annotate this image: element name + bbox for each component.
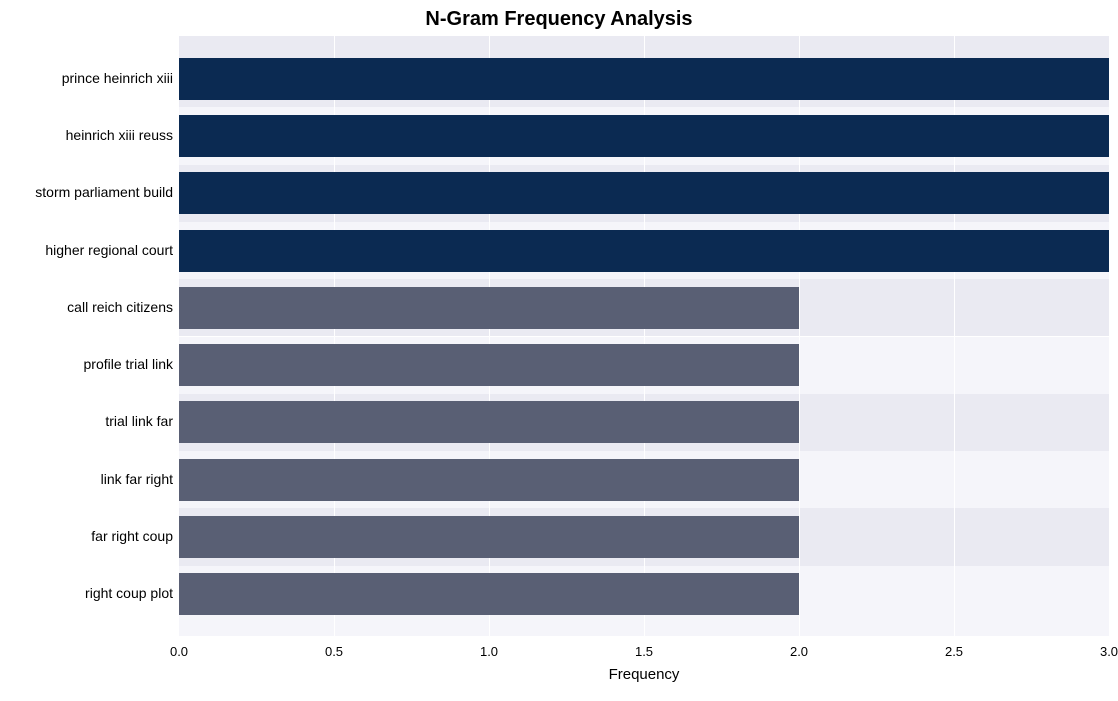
x-tick-label: 0.5 [325, 644, 343, 659]
y-tick-label: prince heinrich xiii [62, 70, 179, 86]
x-axis-label: Frequency [609, 666, 680, 683]
y-tick-label: call reich citizens [67, 299, 179, 315]
bar [179, 401, 799, 443]
x-tick-label: 2.0 [790, 644, 808, 659]
x-tick-label: 1.0 [480, 644, 498, 659]
bar [179, 459, 799, 501]
chart-title: N-Gram Frequency Analysis [0, 8, 1118, 31]
x-tick-label: 3.0 [1100, 644, 1118, 659]
bar [179, 516, 799, 558]
y-tick-label: higher regional court [45, 242, 179, 258]
bar [179, 172, 1109, 214]
ngram-chart: N-Gram Frequency Analysis 0.00.51.01.52.… [0, 0, 1118, 701]
bar [179, 287, 799, 329]
bar [179, 573, 799, 615]
x-tick-label: 2.5 [945, 644, 963, 659]
x-tick-label: 1.5 [635, 644, 653, 659]
bar [179, 115, 1109, 157]
x-tick-label: 0.0 [170, 644, 188, 659]
y-tick-label: far right coup [91, 528, 179, 544]
y-tick-label: heinrich xiii reuss [66, 127, 179, 143]
y-tick-label: storm parliament build [35, 184, 179, 200]
plot-area: 0.00.51.01.52.02.53.0prince heinrich xii… [179, 36, 1109, 636]
y-tick-label: link far right [101, 471, 179, 487]
bar [179, 344, 799, 386]
y-tick-label: trial link far [105, 413, 179, 429]
y-tick-label: profile trial link [84, 356, 179, 372]
y-tick-label: right coup plot [85, 585, 179, 601]
bar [179, 230, 1109, 272]
bar [179, 58, 1109, 100]
gridline [1109, 36, 1110, 636]
